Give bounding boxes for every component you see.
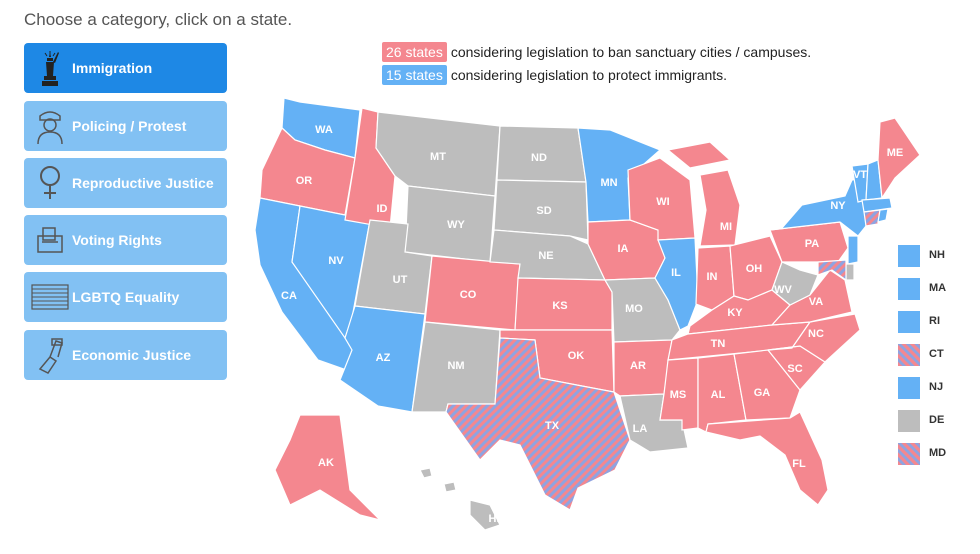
legend-protect-text: considering legislation to protect immig… <box>450 67 728 83</box>
label-UT: UT <box>393 274 408 286</box>
label-AL: AL <box>711 389 726 401</box>
state-KS[interactable] <box>514 277 613 331</box>
small-state-md-label: MD <box>929 447 947 459</box>
category-label: Immigration <box>72 60 153 76</box>
label-VA: VA <box>809 296 824 308</box>
label-NV: NV <box>328 255 344 267</box>
label-IA: IA <box>618 243 629 255</box>
label-GA: GA <box>754 387 771 399</box>
label-MI: MI <box>720 221 732 233</box>
label-MT: MT <box>430 151 446 163</box>
category-voting-button[interactable]: Voting Rights <box>24 215 227 265</box>
category-lgbtq-button[interactable]: LGBTQ Equality <box>24 272 227 322</box>
label-ME: ME <box>887 147 904 159</box>
legend-ban-text: considering legislation to ban sanctuary… <box>450 44 812 60</box>
label-WI: WI <box>656 196 669 208</box>
label-TX: TX <box>545 420 560 432</box>
statue-of-liberty-icon <box>28 46 72 90</box>
label-WY: WY <box>447 219 465 231</box>
protest-fist-icon <box>28 333 72 377</box>
small-state-nh-swatch[interactable] <box>898 245 920 267</box>
instruction-text: Choose a category, click on a state. <box>24 10 293 29</box>
small-state-de-label: DE <box>929 414 945 426</box>
label-CA: CA <box>281 290 297 302</box>
category-policing-button[interactable]: Policing / Protest <box>24 101 227 151</box>
state-AZ[interactable] <box>339 305 426 413</box>
small-state-ri-label: RI <box>929 315 940 327</box>
label-MN: MN <box>600 177 617 189</box>
label-ID: ID <box>377 203 388 215</box>
label-AK: AK <box>318 457 334 469</box>
label-SC: SC <box>787 363 802 375</box>
category-reproductive-button[interactable]: Reproductive Justice <box>24 158 227 208</box>
label-OR: OR <box>296 175 313 187</box>
state-MA-small[interactable] <box>861 197 893 213</box>
label-NY: NY <box>830 200 846 212</box>
category-label: LGBTQ Equality <box>72 289 180 305</box>
label-IL: IL <box>671 267 681 279</box>
legend-protect: 15 states considering legislation to pro… <box>382 65 727 85</box>
category-label: Voting Rights <box>72 232 162 248</box>
label-WV: WV <box>774 284 792 296</box>
state-RI-small[interactable] <box>877 208 889 223</box>
state-GA[interactable] <box>733 349 801 421</box>
state-NJ-small[interactable] <box>847 235 859 265</box>
small-state-ma-label: MA <box>929 282 947 294</box>
label-PA: PA <box>805 238 820 250</box>
small-state-ri-swatch[interactable] <box>898 311 920 333</box>
legend-ban-badge: 26 states <box>382 42 447 62</box>
legend-protect-badge: 15 states <box>382 65 447 85</box>
label-NE: NE <box>538 250 553 262</box>
category-economic-button[interactable]: Economic Justice <box>24 330 227 380</box>
female-symbol-icon <box>28 161 72 205</box>
legend-ban: 26 states considering legislation to ban… <box>382 42 811 62</box>
label-CO: CO <box>460 289 477 301</box>
state-IL[interactable] <box>654 237 699 331</box>
small-state-nh-label: NH <box>929 249 945 261</box>
label-AR: AR <box>630 360 646 372</box>
state-DE-small[interactable] <box>845 263 855 281</box>
label-KY: KY <box>727 307 743 319</box>
label-HI: HI <box>489 513 500 525</box>
small-state-nj-swatch[interactable] <box>898 377 920 399</box>
label-FL: FL <box>792 458 806 470</box>
label-SD: SD <box>536 205 551 217</box>
label-NM: NM <box>447 360 464 372</box>
state-MD-small[interactable] <box>817 259 847 282</box>
state-FL[interactable] <box>705 411 829 506</box>
small-state-nj-label: NJ <box>929 381 944 393</box>
category-label: Reproductive Justice <box>72 175 214 191</box>
category-immigration-button[interactable]: Immigration <box>24 43 227 93</box>
category-label: Economic Justice <box>72 347 192 363</box>
small-state-ct-label: CT <box>929 348 944 360</box>
small-state-ct-swatch[interactable] <box>898 344 920 366</box>
state-HI[interactable] <box>419 467 501 531</box>
state-CT-small[interactable] <box>863 209 881 227</box>
state-SD[interactable] <box>493 179 589 241</box>
state-AK[interactable] <box>274 414 382 522</box>
label-KS: KS <box>552 300 567 312</box>
small-state-ma-swatch[interactable] <box>898 278 920 300</box>
label-WA: WA <box>315 124 333 136</box>
label-ND: ND <box>531 152 547 164</box>
label-LA: LA <box>633 423 648 435</box>
label-OK: OK <box>568 350 585 362</box>
state-TX[interactable] <box>445 337 631 511</box>
label-TN: TN <box>711 338 726 350</box>
label-NC: NC <box>808 328 824 340</box>
category-label: Policing / Protest <box>72 118 187 134</box>
label-MO: MO <box>625 303 643 315</box>
police-officer-icon <box>28 104 72 148</box>
label-IN: IN <box>707 271 718 283</box>
label-MS: MS <box>670 389 687 401</box>
label-VT: VT <box>853 169 867 181</box>
flag-icon <box>28 275 72 319</box>
label-OH: OH <box>746 263 763 275</box>
ballot-box-icon <box>28 218 72 262</box>
small-state-md-swatch[interactable] <box>898 443 920 465</box>
label-AZ: AZ <box>376 352 391 364</box>
small-state-de-swatch[interactable] <box>898 410 920 432</box>
